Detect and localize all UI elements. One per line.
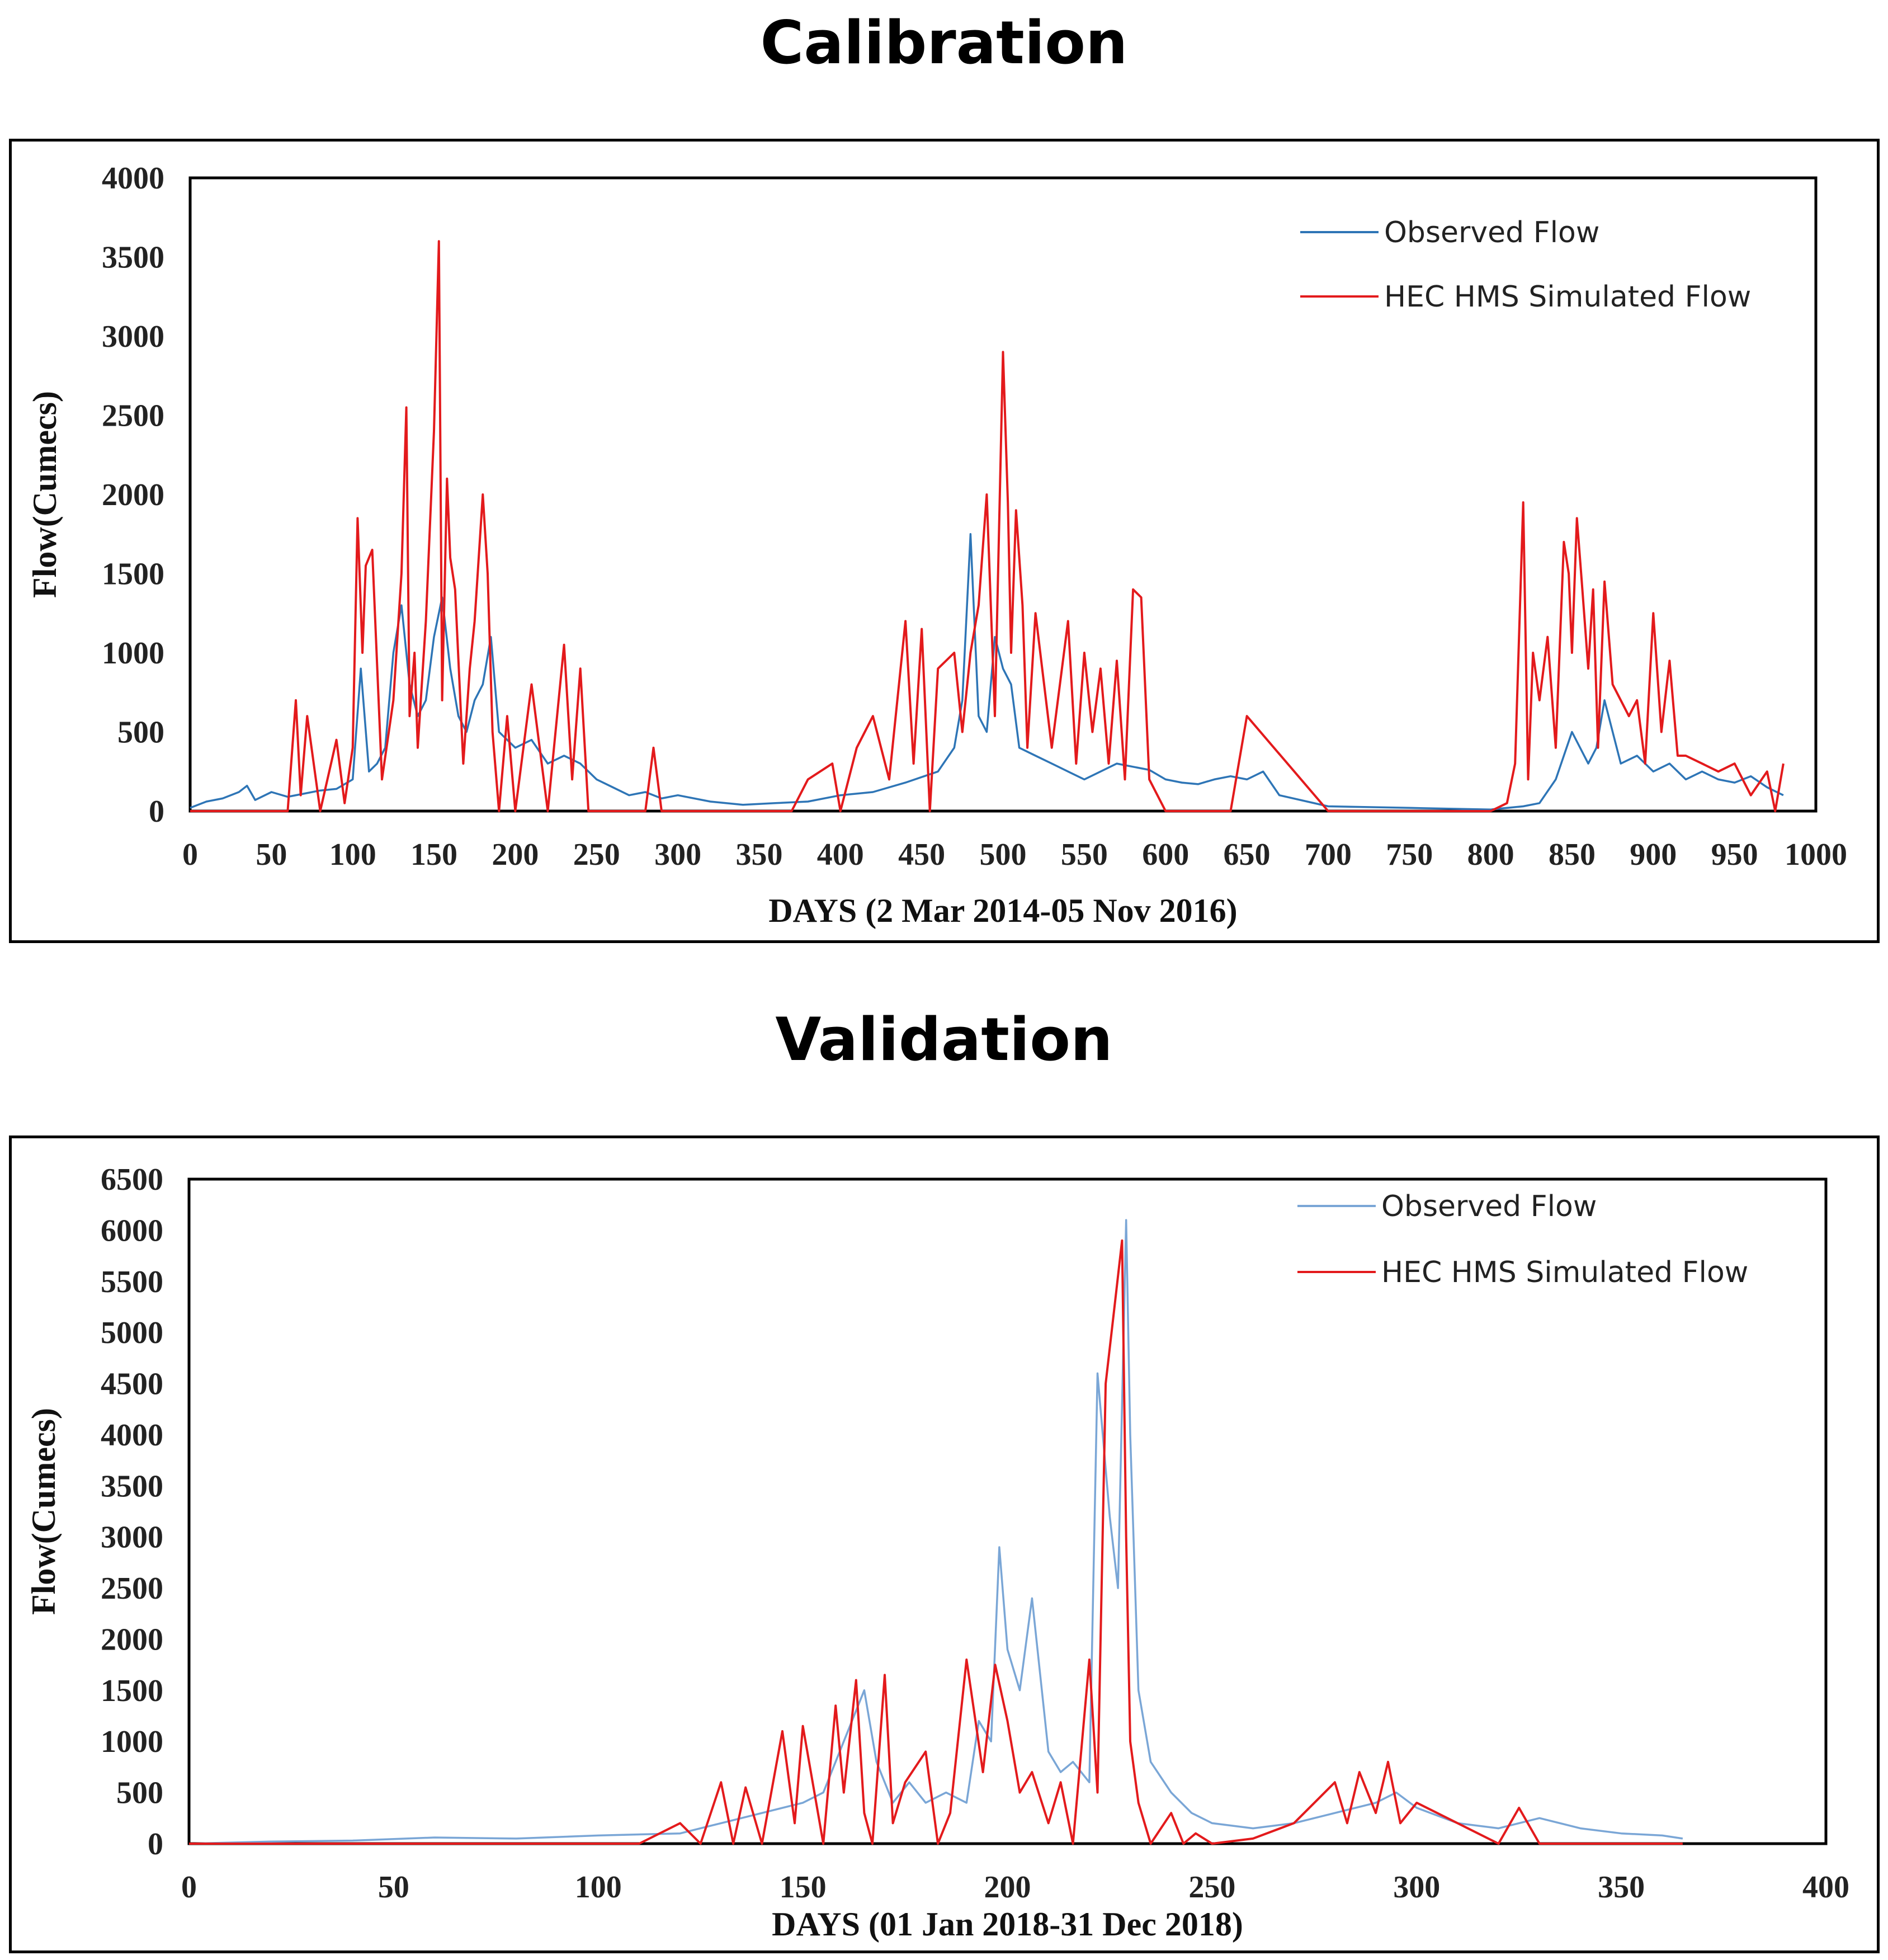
y-tick-label: 2500 <box>101 1571 163 1606</box>
y-tick-label: 2000 <box>102 478 164 512</box>
x-tick-label: 950 <box>1711 837 1758 872</box>
x-axis-title: DAYS (2 Mar 2014-05 Nov 2016) <box>768 892 1237 929</box>
y-tick-label: 5500 <box>101 1265 163 1299</box>
x-tick-label: 250 <box>1188 1870 1235 1905</box>
x-tick-label: 400 <box>817 837 864 872</box>
x-tick-label: 300 <box>654 837 701 872</box>
x-tick-label: 50 <box>256 837 287 872</box>
x-tick-label: 150 <box>410 837 457 872</box>
y-tick-label: 4500 <box>101 1367 163 1402</box>
x-tick-label: 100 <box>329 837 376 872</box>
y-tick-label: 6500 <box>101 1162 163 1197</box>
x-tick-label: 100 <box>575 1870 622 1905</box>
x-axis-title: DAYS (01 Jan 2018-31 Dec 2018) <box>772 1906 1243 1943</box>
simulated-flow-line <box>189 1239 1683 1845</box>
x-tick-label: 400 <box>1802 1870 1849 1905</box>
y-tick-label: 6000 <box>101 1213 163 1248</box>
x-tick-label: 750 <box>1386 837 1433 872</box>
y-tick-label: 1500 <box>102 557 164 592</box>
x-tick-label: 450 <box>898 837 945 872</box>
observed-flow-line <box>188 1219 1683 1845</box>
y-tick-label: 500 <box>117 715 164 750</box>
y-tick-label: 4000 <box>101 1418 163 1453</box>
simulated-flow-line <box>190 240 1785 812</box>
observed-flow-line <box>190 533 1784 811</box>
y-tick-label: 3000 <box>101 1520 163 1555</box>
calibration-heading: Calibration <box>760 8 1128 77</box>
y-tick-label: 0 <box>148 1827 163 1862</box>
y-axis-title: Flow(Cumecs) <box>25 1408 62 1615</box>
x-tick-label: 200 <box>984 1870 1031 1905</box>
y-tick-label: 3000 <box>102 319 164 354</box>
y-tick-label: 5000 <box>101 1316 163 1350</box>
y-tick-label: 3500 <box>101 1469 163 1504</box>
x-tick-label: 150 <box>780 1870 827 1905</box>
y-tick-label: 1000 <box>102 636 164 671</box>
x-tick-label: 900 <box>1630 837 1677 872</box>
x-tick-label: 0 <box>181 1870 197 1905</box>
y-tick-label: 1500 <box>101 1674 163 1708</box>
x-tick-label: 250 <box>573 837 620 872</box>
x-tick-label: 1000 <box>1785 837 1847 872</box>
x-tick-label: 650 <box>1224 837 1271 872</box>
y-tick-label: 2500 <box>102 399 164 434</box>
plot-area <box>187 1177 1828 1845</box>
y-tick-label: 3500 <box>102 241 164 275</box>
y-axis-title: Flow(Cumecs) <box>26 391 63 598</box>
legend-simulated-label: HEC HMS Simulated Flow <box>1381 1256 1748 1289</box>
validation-heading: Validation <box>775 1005 1113 1074</box>
y-tick-label: 0 <box>149 794 164 829</box>
plot-area <box>188 176 1818 813</box>
x-tick-label: 200 <box>492 837 539 872</box>
x-tick-label: 350 <box>1598 1870 1645 1905</box>
x-tick-label: 550 <box>1061 837 1108 872</box>
x-tick-label: 600 <box>1142 837 1189 872</box>
x-tick-label: 0 <box>182 837 198 872</box>
legend-observed-label: Observed Flow <box>1384 216 1599 249</box>
legend-observed-label: Observed Flow <box>1381 1190 1597 1223</box>
x-tick-label: 500 <box>980 837 1027 872</box>
x-tick-label: 50 <box>378 1870 409 1905</box>
validation-chart-frame <box>9 1136 1880 1953</box>
x-tick-label: 700 <box>1305 837 1352 872</box>
x-tick-label: 350 <box>735 837 782 872</box>
y-tick-label: 2000 <box>101 1622 163 1657</box>
legend-simulated-label: HEC HMS Simulated Flow <box>1384 280 1751 314</box>
y-tick-label: 1000 <box>101 1725 163 1759</box>
x-tick-label: 300 <box>1393 1870 1440 1905</box>
x-tick-label: 850 <box>1549 837 1596 872</box>
x-tick-label: 800 <box>1467 837 1514 872</box>
y-tick-label: 500 <box>116 1776 163 1811</box>
y-tick-label: 4000 <box>102 161 164 196</box>
